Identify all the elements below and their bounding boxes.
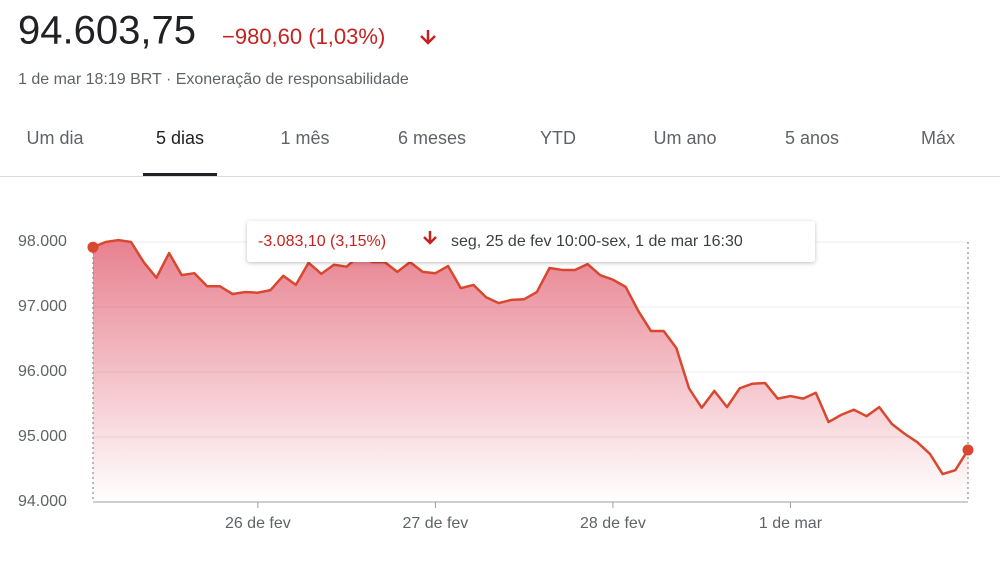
area [93, 240, 968, 503]
subtitle: 1 de mar 18:19 BRT · Exoneração de respo… [18, 71, 409, 88]
tab[interactable]: YTD [540, 128, 576, 148]
down-arrow [420, 30, 436, 45]
end-point [962, 444, 974, 456]
tab[interactable]: Máx [921, 128, 955, 148]
x-tick-label: 28 de fev [580, 515, 646, 532]
x-tick-label: 1 de mar [759, 515, 823, 532]
tab[interactable]: 5 anos [785, 128, 839, 148]
down-arrow [423, 231, 437, 245]
tab-underline [143, 173, 217, 176]
tooltip: -3.083,10 (3,15%) seg, 25 de fev 10:00-s… [247, 221, 815, 262]
start-point [87, 241, 99, 253]
price: 94.603,75 [18, 9, 196, 53]
tab[interactable]: Um ano [653, 128, 716, 148]
y-tick-label: 95.000 [18, 428, 67, 445]
tooltip-change: -3.083,10 (3,15%) [258, 233, 386, 250]
tab[interactable]: 1 mês [280, 128, 329, 148]
tooltip-box [247, 221, 815, 262]
y-tick-label: 98.000 [18, 233, 67, 250]
x-tick-label: 27 de fev [402, 515, 468, 532]
tabs: Um dia 5 dias 1 mês 6 meses YTD Um ano 5 anos M… [26, 128, 955, 176]
y-tick-label: 94.000 [18, 493, 67, 510]
change: −980,60 (1,03%) [222, 24, 385, 49]
tab[interactable]: Um dia [26, 128, 84, 148]
x-tick-label: 26 de fev [225, 515, 291, 532]
line [92, 238, 970, 476]
tooltip-range: seg, 25 de fev 10:00-sex, 1 de mar 16:30 [451, 233, 743, 250]
y-tick-label: 97.000 [18, 298, 67, 315]
tab[interactable]: 6 meses [398, 128, 466, 148]
tab[interactable]: 5 dias [156, 128, 204, 148]
y-tick-label: 96.000 [18, 363, 67, 380]
plot: 94.000 95.000 96.000 97.000 98.000 26 de fev 2… [18, 233, 974, 532]
